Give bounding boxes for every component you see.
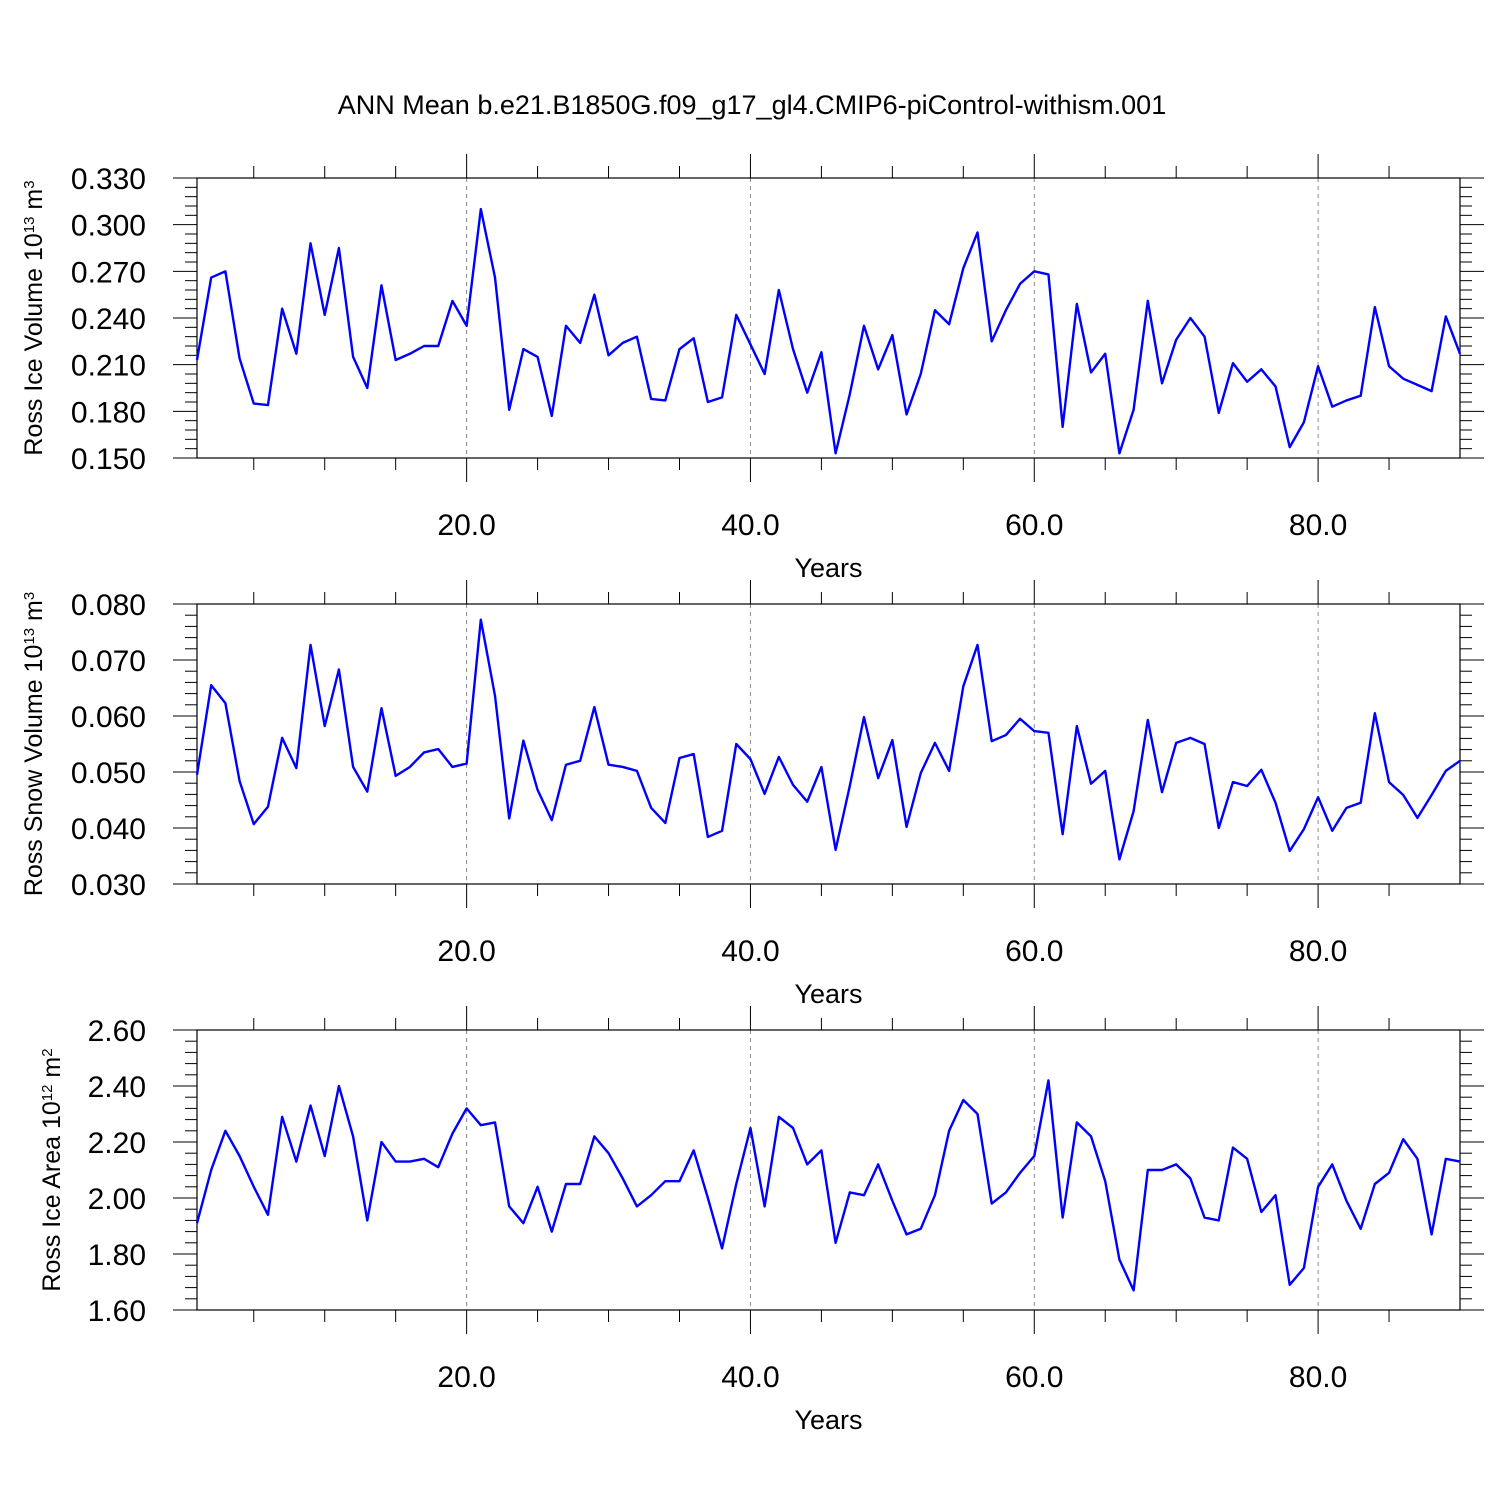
y-axis-label-part: m: [38, 1057, 66, 1085]
x-axis-label: Years: [794, 979, 862, 1009]
panels: 20.0 40.0 60.0 80.0 Years 0.150 0.180 0.210 0.24…: [20, 154, 1484, 1435]
x-tick-label: 20.0: [437, 1361, 495, 1394]
y-tick-label: 0.180: [71, 396, 146, 429]
y-axis-label-superscript: 3: [21, 180, 38, 188]
y-axis-label-superscript: 13: [21, 217, 38, 234]
y-tick-label: 2.00: [88, 1183, 146, 1216]
y-tick-label: 0.300: [71, 210, 146, 243]
y-axis-label: Ross Ice Volume 1013 m3: [20, 180, 48, 455]
x-tick-label: 60.0: [1005, 509, 1063, 542]
y-tick-label: 1.80: [88, 1239, 146, 1272]
y-axis-label-part: Ross Ice Volume 10: [20, 233, 48, 455]
x-tick-label: 20.0: [437, 935, 495, 968]
y-axis-label-part: m: [20, 600, 48, 628]
y-tick-label: 0.150: [71, 443, 146, 476]
panel-3: 20.0 40.0 60.0 80.0 Years 1.60 1.80 2.00 2.20 2.4…: [38, 1006, 1484, 1435]
panel-1: 20.0 40.0 60.0 80.0 Years 0.150 0.180 0.210 0.24…: [20, 154, 1484, 583]
x-tick-label: 40.0: [721, 935, 779, 968]
y-tick-label: 0.210: [71, 350, 146, 383]
y-axis-label-part: m: [20, 189, 48, 217]
y-tick-label: 1.60: [88, 1295, 146, 1328]
x-axis-label: Years: [794, 553, 862, 583]
y-tick-label: 2.60: [88, 1015, 146, 1048]
y-axis-label: Ross Ice Area 1012 m2: [38, 1048, 66, 1291]
y-tick-label: 0.330: [71, 163, 146, 196]
y-axis-label-part: Ross Ice Area 10: [38, 1101, 66, 1291]
y-tick-label: 0.040: [71, 813, 146, 846]
x-axis-label: Years: [794, 1405, 862, 1435]
y-tick-label: 0.050: [71, 757, 146, 790]
series-line: [195, 1079, 1461, 1292]
plot-frame: [196, 1029, 1461, 1311]
x-tick-label: 80.0: [1289, 509, 1347, 542]
figure-title: ANN Mean b.e21.B1850G.f09_g17_gl4.CMIP6-…: [338, 90, 1166, 120]
y-tick-label: 0.240: [71, 303, 146, 336]
series-line: [195, 618, 1461, 861]
x-tick-label: 60.0: [1005, 935, 1063, 968]
y-axis-label-superscript: 13: [21, 628, 38, 645]
y-tick-label: 0.080: [71, 589, 146, 622]
y-tick-label: 0.270: [71, 256, 146, 289]
y-axis-label-part: Ross Snow Volume 10: [20, 645, 48, 897]
y-tick-label: 2.20: [88, 1127, 146, 1160]
y-tick-label: 0.030: [71, 869, 146, 902]
series-line: [195, 207, 1462, 455]
x-tick-label: 80.0: [1289, 935, 1347, 968]
y-axis-label-superscript: 12: [39, 1085, 56, 1102]
x-tick-label: 40.0: [721, 509, 779, 542]
y-axis-label-superscript: 2: [39, 1048, 56, 1056]
y-axis-label: Ross Snow Volume 1013 m3: [20, 592, 48, 896]
x-tick-label: 80.0: [1289, 1361, 1347, 1394]
plot-frame: [196, 603, 1461, 885]
y-tick-label: 0.070: [71, 645, 146, 678]
panel-2: 20.0 40.0 60.0 80.0 Years 0.030 0.040 0.050 0.06…: [20, 580, 1484, 1009]
x-tick-label: 20.0: [437, 509, 495, 542]
y-tick-label: 2.40: [88, 1071, 146, 1104]
y-axis-label-superscript: 3: [21, 592, 38, 600]
x-tick-label: 40.0: [721, 1361, 779, 1394]
x-tick-label: 60.0: [1005, 1361, 1063, 1394]
y-tick-label: 0.060: [71, 701, 146, 734]
